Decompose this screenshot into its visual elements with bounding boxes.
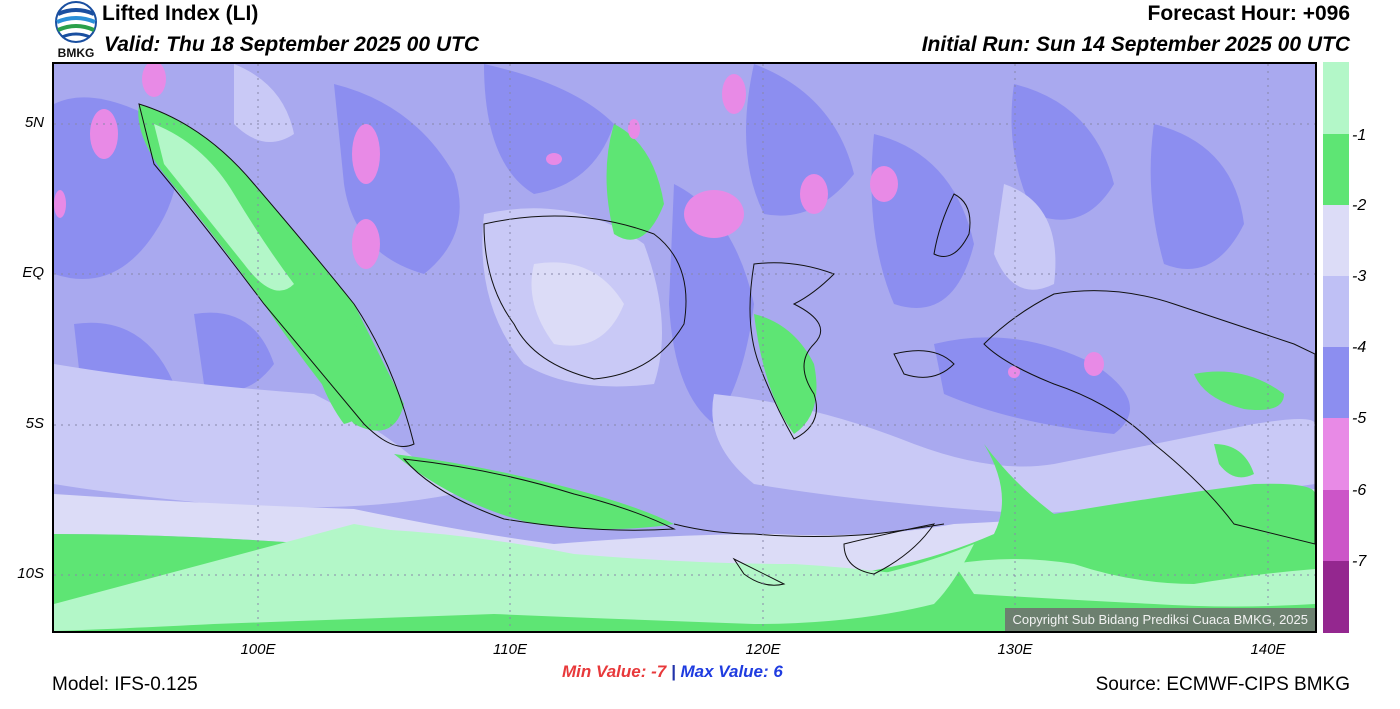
field-light-lavender bbox=[54, 64, 1315, 514]
bmkg-logo: BMKG bbox=[52, 0, 100, 60]
legend-swatch bbox=[1323, 347, 1349, 418]
logo-text: BMKG bbox=[57, 46, 95, 60]
coastlines bbox=[138, 103, 1315, 586]
lifted-index-field bbox=[54, 64, 1315, 631]
legend-label: -1 bbox=[1352, 127, 1367, 144]
lon-label-110e: 110E bbox=[493, 641, 527, 658]
lat-label-10s: 10S bbox=[17, 565, 44, 582]
legend-swatch bbox=[1323, 490, 1349, 561]
forecast-hour: Forecast Hour: +096 bbox=[1147, 2, 1351, 25]
field-pink bbox=[54, 64, 1104, 378]
min-label: Min Value: bbox=[562, 662, 647, 681]
legend-swatch bbox=[1323, 205, 1349, 276]
lat-label-eq: EQ bbox=[22, 264, 44, 281]
bmkg-logo-icon bbox=[55, 1, 97, 43]
legend-swatch bbox=[1323, 418, 1349, 490]
legend-label: -5 bbox=[1352, 410, 1367, 427]
graticule bbox=[54, 64, 1315, 631]
valid-time: Valid: Thu 18 September 2025 00 UTC bbox=[104, 33, 480, 56]
lon-label-130e: 130E bbox=[997, 641, 1033, 658]
source-label: Source: ECMWF-CIPS BMKG bbox=[1095, 674, 1350, 695]
legend-swatch bbox=[1323, 134, 1349, 205]
max-value: 6 bbox=[773, 662, 783, 681]
legend-swatch bbox=[1323, 561, 1349, 633]
legend-swatch bbox=[1323, 276, 1349, 347]
legend-label: -6 bbox=[1352, 482, 1367, 499]
lon-label-100e: 100E bbox=[240, 641, 276, 658]
initial-run: Initial Run: Sun 14 September 2025 00 UT… bbox=[921, 33, 1350, 56]
min-max-values: Min Value: -7 | Max Value: 6 bbox=[562, 662, 783, 682]
lat-label-5s: 5S bbox=[25, 415, 44, 432]
lon-label-140e: 140E bbox=[1250, 641, 1286, 658]
field-deep-blue bbox=[54, 64, 1244, 434]
field-mint bbox=[54, 124, 1315, 631]
legend-label: -2 bbox=[1352, 197, 1367, 214]
legend-colorbar bbox=[1323, 62, 1349, 633]
min-value: -7 bbox=[651, 662, 667, 681]
lat-label-5n: 5N bbox=[24, 114, 44, 131]
min-max-separator: | bbox=[670, 662, 676, 681]
copyright-notice: Copyright Sub Bidang Prediksi Cuaca BMKG… bbox=[1005, 608, 1315, 631]
legend-label: -3 bbox=[1352, 268, 1367, 285]
legend-label: -7 bbox=[1352, 553, 1367, 570]
legend-label: -4 bbox=[1352, 339, 1367, 356]
legend-swatch bbox=[1323, 62, 1349, 134]
map-title: Lifted Index (LI) bbox=[102, 2, 259, 25]
max-label: Max Value: bbox=[680, 662, 769, 681]
lon-label-120e: 120E bbox=[745, 641, 781, 658]
model-label: Model: IFS-0.125 bbox=[52, 674, 198, 695]
map-panel: Copyright Sub Bidang Prediksi Cuaca BMKG… bbox=[52, 62, 1317, 633]
